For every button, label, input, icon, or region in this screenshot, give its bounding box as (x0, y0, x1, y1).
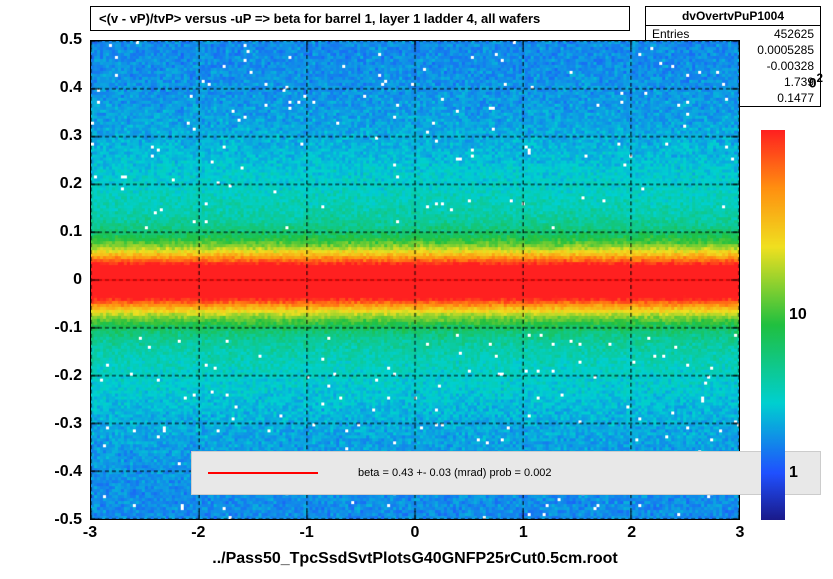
x-tick-label: 3 (736, 524, 745, 542)
x-tick-label: -2 (191, 524, 205, 542)
stats-meanx-value: 0.0005285 (757, 43, 814, 57)
root-container: <(v - vP)/tvP> versus -uP => beta for ba… (0, 0, 833, 579)
colorbar-tick-label: 10 (789, 306, 807, 324)
y-axis: -0.5-0.4-0.3-0.2-0.100.10.20.30.40.5 (0, 40, 88, 520)
stats-name: dvOvertvPuP1004 (646, 7, 820, 26)
legend-box: beta = 0.43 +- 0.03 (mrad) prob = 0.002 (191, 451, 821, 495)
y-tick-label: 0.4 (60, 79, 82, 97)
x-tick-label: -3 (83, 524, 97, 542)
x-tick-label: -1 (300, 524, 314, 542)
colorbar-exp-sup: 2 (817, 72, 823, 85)
y-tick-label: 0 (73, 271, 82, 289)
title-text: <(v - vP)/tvP> versus -uP => beta for ba… (99, 11, 540, 26)
x-axis-label: ../Pass50_TpcSsdSvtPlotsG40GNFP25rCut0.5… (90, 550, 740, 568)
stats-rmsy-value: 0.1477 (777, 91, 814, 105)
stats-entries-label: Entries (652, 27, 689, 41)
y-tick-label: 0.3 (60, 127, 82, 145)
x-axis: -3-2-10123 (90, 520, 740, 550)
colorbar: 110 (761, 130, 785, 520)
y-tick-label: -0.3 (54, 415, 82, 433)
colorbar-tick-label: 1 (789, 464, 798, 482)
stats-entries-value: 452625 (774, 27, 814, 41)
colorbar-exp-base: 0 (809, 75, 817, 91)
y-tick-label: -0.2 (54, 367, 82, 385)
legend-text: beta = 0.43 +- 0.03 (mrad) prob = 0.002 (358, 467, 552, 479)
colorbar-exponent: 02 (809, 72, 823, 91)
plot-title: <(v - vP)/tvP> versus -uP => beta for ba… (90, 6, 630, 31)
colorbar-canvas (761, 130, 785, 520)
y-tick-label: -0.4 (54, 463, 82, 481)
heatmap-canvas (91, 41, 739, 519)
y-tick-label: -0.1 (54, 319, 82, 337)
x-tick-label: 1 (519, 524, 528, 542)
x-tick-label: 0 (411, 524, 420, 542)
x-tick-label: 2 (627, 524, 636, 542)
plot-area: beta = 0.43 +- 0.03 (mrad) prob = 0.002 (90, 40, 740, 520)
legend-line (208, 472, 318, 474)
y-tick-label: 0.1 (60, 223, 82, 241)
y-tick-label: 0.2 (60, 175, 82, 193)
stats-meany-value: -0.00328 (767, 59, 814, 73)
y-tick-label: -0.5 (54, 511, 82, 529)
y-tick-label: 0.5 (60, 31, 82, 49)
